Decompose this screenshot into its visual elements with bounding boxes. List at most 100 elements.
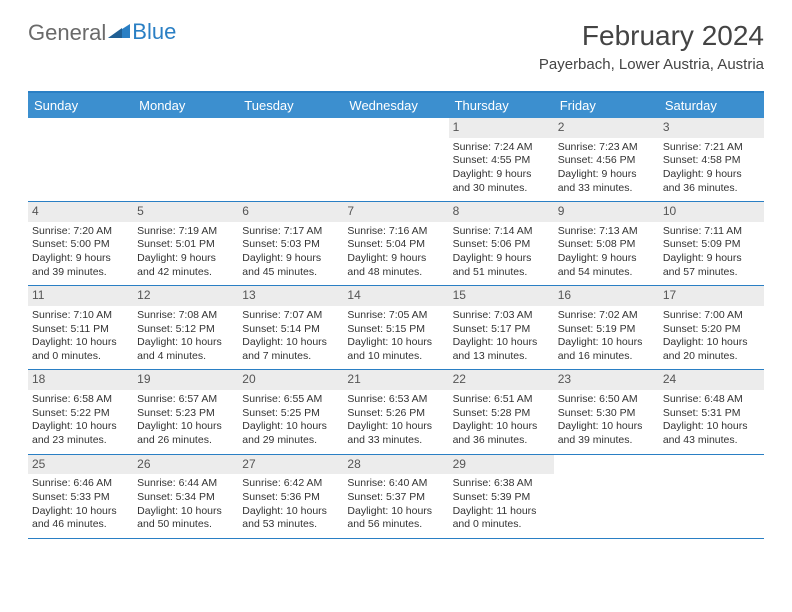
sunrise-text: Sunrise: 6:42 AM	[242, 477, 339, 491]
sunrise-text: Sunrise: 7:21 AM	[663, 141, 760, 155]
day-number: 5	[133, 202, 238, 222]
calendar-cell: .	[659, 455, 764, 538]
calendar-week: ....1Sunrise: 7:24 AMSunset: 4:55 PMDayl…	[28, 118, 764, 202]
calendar-cell: 27Sunrise: 6:42 AMSunset: 5:36 PMDayligh…	[238, 455, 343, 538]
daylight-text: Daylight: 10 hours and 16 minutes.	[558, 336, 655, 363]
sunrise-text: Sunrise: 7:20 AM	[32, 225, 129, 239]
weekday-label: Saturday	[659, 93, 764, 118]
sunset-text: Sunset: 4:55 PM	[453, 154, 550, 168]
calendar-cell: 7Sunrise: 7:16 AMSunset: 5:04 PMDaylight…	[343, 202, 448, 285]
day-number: 24	[659, 370, 764, 390]
calendar-cell: 23Sunrise: 6:50 AMSunset: 5:30 PMDayligh…	[554, 370, 659, 453]
sunset-text: Sunset: 5:37 PM	[347, 491, 444, 505]
day-number: 19	[133, 370, 238, 390]
sunrise-text: Sunrise: 7:03 AM	[453, 309, 550, 323]
calendar-cell: 1Sunrise: 7:24 AMSunset: 4:55 PMDaylight…	[449, 118, 554, 201]
sunrise-text: Sunrise: 7:07 AM	[242, 309, 339, 323]
daylight-text: Daylight: 9 hours and 33 minutes.	[558, 168, 655, 195]
month-title: February 2024	[539, 20, 764, 52]
brand-text-1: General	[28, 20, 106, 46]
sunrise-text: Sunrise: 6:46 AM	[32, 477, 129, 491]
sunrise-text: Sunrise: 7:16 AM	[347, 225, 444, 239]
weekday-label: Wednesday	[343, 93, 448, 118]
daylight-text: Daylight: 9 hours and 54 minutes.	[558, 252, 655, 279]
calendar-cell: 22Sunrise: 6:51 AMSunset: 5:28 PMDayligh…	[449, 370, 554, 453]
sunrise-text: Sunrise: 6:55 AM	[242, 393, 339, 407]
day-number: 9	[554, 202, 659, 222]
sunset-text: Sunset: 5:03 PM	[242, 238, 339, 252]
calendar-cell: 17Sunrise: 7:00 AMSunset: 5:20 PMDayligh…	[659, 286, 764, 369]
sunrise-text: Sunrise: 6:48 AM	[663, 393, 760, 407]
calendar-cell: 25Sunrise: 6:46 AMSunset: 5:33 PMDayligh…	[28, 455, 133, 538]
sunset-text: Sunset: 5:31 PM	[663, 407, 760, 421]
sunset-text: Sunset: 5:20 PM	[663, 323, 760, 337]
day-number: 4	[28, 202, 133, 222]
day-number: 26	[133, 455, 238, 475]
daylight-text: Daylight: 10 hours and 0 minutes.	[32, 336, 129, 363]
calendar-cell: 13Sunrise: 7:07 AMSunset: 5:14 PMDayligh…	[238, 286, 343, 369]
day-number: 12	[133, 286, 238, 306]
daylight-text: Daylight: 9 hours and 39 minutes.	[32, 252, 129, 279]
calendar-cell: .	[343, 118, 448, 201]
calendar-week: 11Sunrise: 7:10 AMSunset: 5:11 PMDayligh…	[28, 286, 764, 370]
daylight-text: Daylight: 9 hours and 48 minutes.	[347, 252, 444, 279]
calendar-cell: 8Sunrise: 7:14 AMSunset: 5:06 PMDaylight…	[449, 202, 554, 285]
sunset-text: Sunset: 5:33 PM	[32, 491, 129, 505]
sunrise-text: Sunrise: 7:11 AM	[663, 225, 760, 239]
calendar-cell: 24 Sunrise: 6:48 AMSunset: 5:31 PMDayligh…	[659, 370, 764, 453]
sunset-text: Sunset: 5:34 PM	[137, 491, 234, 505]
day-number: 3	[659, 118, 764, 138]
sunrise-text: Sunrise: 7:00 AM	[663, 309, 760, 323]
daylight-text: Daylight: 11 hours and 0 minutes.	[453, 505, 550, 532]
daylight-text: Daylight: 10 hours and 43 minutes.	[663, 420, 760, 447]
calendar-cell: .	[133, 118, 238, 201]
day-number: 29	[449, 455, 554, 475]
calendar: SundayMondayTuesdayWednesdayThursdayFrid…	[28, 91, 764, 539]
calendar-cell: 3Sunrise: 7:21 AMSunset: 4:58 PMDaylight…	[659, 118, 764, 201]
calendar-cell: 2Sunrise: 7:23 AMSunset: 4:56 PMDaylight…	[554, 118, 659, 201]
calendar-cell: 6Sunrise: 7:17 AMSunset: 5:03 PMDaylight…	[238, 202, 343, 285]
day-number: 11	[28, 286, 133, 306]
daylight-text: Daylight: 10 hours and 53 minutes.	[242, 505, 339, 532]
day-number: 25	[28, 455, 133, 475]
sunset-text: Sunset: 5:19 PM	[558, 323, 655, 337]
day-number: 7	[343, 202, 448, 222]
day-number: 23	[554, 370, 659, 390]
calendar-cell: 26Sunrise: 6:44 AMSunset: 5:34 PMDayligh…	[133, 455, 238, 538]
calendar-cell: 20Sunrise: 6:55 AMSunset: 5:25 PMDayligh…	[238, 370, 343, 453]
sunset-text: Sunset: 5:22 PM	[32, 407, 129, 421]
daylight-text: Daylight: 9 hours and 57 minutes.	[663, 252, 760, 279]
daylight-text: Daylight: 10 hours and 33 minutes.	[347, 420, 444, 447]
daylight-text: Daylight: 10 hours and 20 minutes.	[663, 336, 760, 363]
calendar-week: 18Sunrise: 6:58 AMSunset: 5:22 PMDayligh…	[28, 370, 764, 454]
sunset-text: Sunset: 5:08 PM	[558, 238, 655, 252]
sunset-text: Sunset: 5:12 PM	[137, 323, 234, 337]
daylight-text: Daylight: 10 hours and 29 minutes.	[242, 420, 339, 447]
sunset-text: Sunset: 5:11 PM	[32, 323, 129, 337]
day-number: 20	[238, 370, 343, 390]
weekday-header: SundayMondayTuesdayWednesdayThursdayFrid…	[28, 93, 764, 118]
sunrise-text: Sunrise: 6:38 AM	[453, 477, 550, 491]
sunrise-text: Sunrise: 7:10 AM	[32, 309, 129, 323]
day-number: 2	[554, 118, 659, 138]
sunrise-text: Sunrise: 7:08 AM	[137, 309, 234, 323]
daylight-text: Daylight: 10 hours and 50 minutes.	[137, 505, 234, 532]
sunset-text: Sunset: 5:26 PM	[347, 407, 444, 421]
daylight-text: Daylight: 10 hours and 4 minutes.	[137, 336, 234, 363]
sunrise-text: Sunrise: 6:51 AM	[453, 393, 550, 407]
sunset-text: Sunset: 5:14 PM	[242, 323, 339, 337]
daylight-text: Daylight: 9 hours and 42 minutes.	[137, 252, 234, 279]
calendar-week: 25 Sunrise: 6:46 AMSunset: 5:33 PM Dayligh…	[28, 455, 764, 539]
sunrise-text: Sunrise: 6:40 AM	[347, 477, 444, 491]
day-number: 22	[449, 370, 554, 390]
header: General Blue February 2024 Payerbach, Lo…	[0, 0, 792, 81]
sunset-text: Sunset: 5:06 PM	[453, 238, 550, 252]
brand-text-2: Blue	[132, 19, 176, 45]
daylight-text: Daylight: 10 hours and 56 minutes.	[347, 505, 444, 532]
daylight-text: Daylight: 9 hours and 30 minutes.	[453, 168, 550, 195]
sunset-text: Sunset: 5:09 PM	[663, 238, 760, 252]
calendar-cell: 14Sunrise: 7:05 AMSunset: 5:15 PMDayligh…	[343, 286, 448, 369]
sunrise-text: Sunrise: 7:02 AM	[558, 309, 655, 323]
brand-triangle-icon	[108, 20, 132, 46]
sunset-text: Sunset: 5:17 PM	[453, 323, 550, 337]
